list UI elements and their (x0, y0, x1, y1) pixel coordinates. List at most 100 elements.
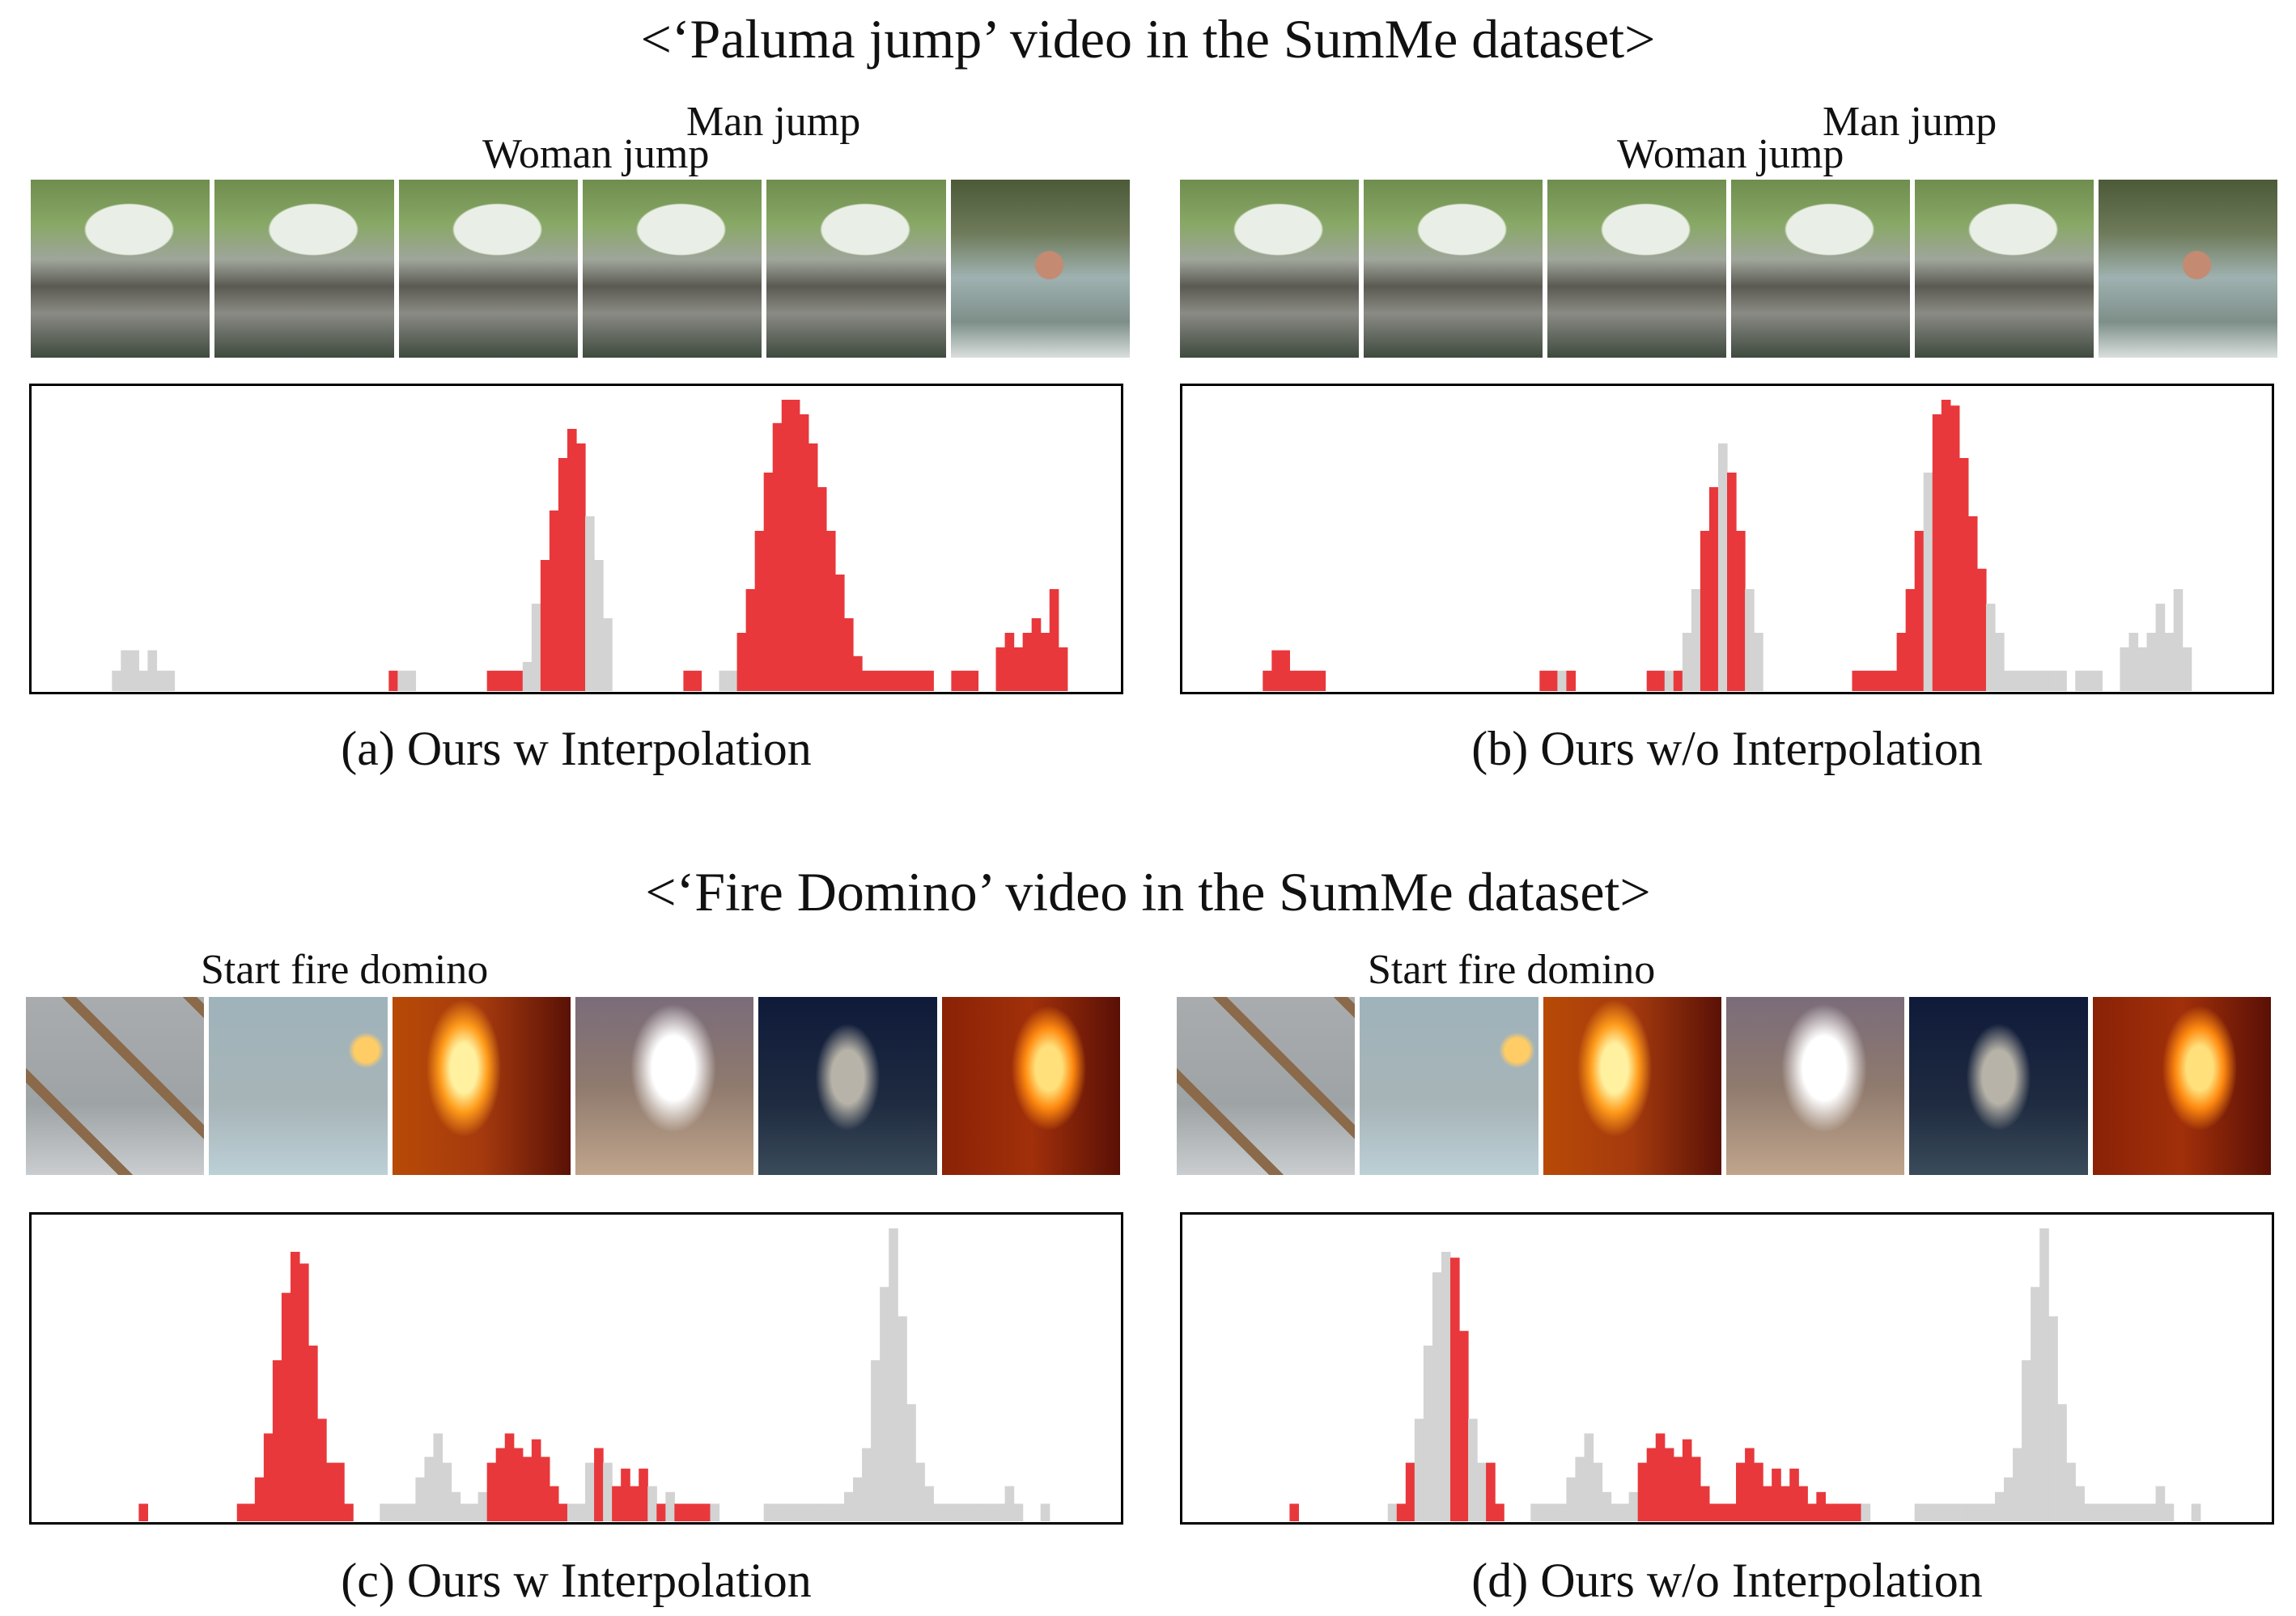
selected-bar (1495, 1504, 1504, 1521)
selected-bar (674, 1504, 684, 1521)
selected-bar (843, 618, 854, 691)
unselected-bar (1441, 1251, 1451, 1521)
selected-bar (1700, 1486, 1710, 1521)
man-jump-label-b: Man jump (1823, 99, 1997, 145)
selected-bar (754, 531, 765, 691)
unselected-bar (2120, 647, 2130, 691)
selected-bar (1673, 670, 1683, 691)
unselected-bar (1530, 1504, 1540, 1521)
unselected-bar (1468, 1419, 1478, 1521)
unselected-bar (825, 1504, 836, 1521)
selected-bar (1289, 670, 1300, 691)
selected-bar (683, 1504, 694, 1521)
unselected-bar (1994, 1491, 2005, 1521)
selected-bar (951, 670, 961, 691)
selected-bar (924, 670, 934, 691)
selected-bar (1896, 633, 1907, 691)
caption-a: (a) Ours w Interpolation (341, 722, 812, 775)
unselected-bar (978, 1504, 988, 1521)
unselected-bar (880, 1287, 889, 1521)
selected-bar (388, 670, 398, 691)
unselected-bar (1557, 1504, 1568, 1521)
unselected-bar (2031, 670, 2040, 691)
selected-bar (692, 670, 702, 691)
selected-bar (1031, 618, 1042, 691)
unselected-bar (1619, 1504, 1630, 1521)
selected-bar (1887, 670, 1898, 691)
unselected-bar (898, 1316, 907, 1521)
unselected-bar (2137, 647, 2148, 691)
selected-bar (495, 1448, 506, 1521)
domino-frames-c (26, 997, 1120, 1175)
bridge-waterfall-frame (1364, 180, 1543, 358)
selected-bar (1040, 633, 1050, 691)
unselected-bar (567, 1504, 577, 1521)
unselected-bar (781, 1504, 792, 1521)
unselected-bar (995, 1504, 1006, 1521)
unselected-bar (1584, 1433, 1594, 1521)
selected-bar (594, 1448, 604, 1521)
caption-c: (c) Ours w Interpolation (341, 1554, 812, 1607)
flames-collapse (2092, 997, 2271, 1175)
selected-bar (1869, 670, 1880, 691)
unselected-bar (2155, 604, 2166, 691)
unselected-bar (1423, 1345, 1433, 1521)
unselected-bar (2031, 1287, 2040, 1521)
unselected-bar (397, 670, 407, 691)
selected-bar (736, 633, 747, 691)
selected-bar (1727, 473, 1737, 691)
selected-bar (1049, 589, 1059, 691)
unselected-bar (603, 618, 613, 691)
selected-bar (1736, 1462, 1746, 1521)
selected-bar (825, 531, 836, 691)
unselected-bar (719, 670, 729, 691)
selected-bar (290, 1251, 300, 1521)
selected-bar (808, 443, 818, 691)
unselected-bar (406, 670, 417, 691)
selected-bar (853, 655, 863, 691)
woman-jump-label: Woman jump (482, 131, 710, 177)
unselected-bar (112, 670, 121, 691)
selected-bar (236, 1504, 247, 1521)
unselected-bar (442, 1462, 452, 1521)
selected-bar (1825, 1504, 1835, 1521)
selected-bar (1816, 1491, 1826, 1521)
selected-bar (1405, 1462, 1415, 1521)
score-plot-a (29, 384, 1123, 694)
bridge-waterfall-frame (214, 180, 394, 358)
unselected-bar (1628, 1491, 1639, 1521)
unselected-bar (451, 1491, 461, 1521)
unselected-bar (1040, 1504, 1050, 1521)
selected-bar (960, 670, 970, 691)
flames-orange (392, 997, 571, 1175)
score-plot-c (29, 1212, 1123, 1525)
bridge-waterfall-frame (31, 180, 210, 358)
man-jump-label: Man jump (686, 99, 861, 145)
selected-bar (272, 1359, 282, 1521)
unselected-bar (799, 1504, 809, 1521)
unselected-bar (1923, 473, 1933, 691)
selected-bar (1637, 1462, 1648, 1521)
selected-bar (1763, 1486, 1772, 1521)
selected-bar (1566, 670, 1577, 691)
selected-bar (344, 1504, 354, 1521)
unselected-bar (424, 1457, 435, 1521)
matchstick-tower-lit (1360, 997, 1538, 1175)
unselected-bar (647, 1486, 657, 1521)
selected-bar (1396, 1504, 1407, 1521)
burnt-tower-dark (758, 997, 937, 1175)
unselected-bar (933, 1504, 943, 1521)
selected-bar (862, 670, 872, 691)
plot-frame (29, 1212, 1123, 1525)
selected-bar (335, 1462, 345, 1521)
selected-bar (1307, 670, 1318, 691)
unselected-bar (1932, 1504, 1942, 1521)
unselected-bar (2057, 1404, 2067, 1521)
selected-bar (1004, 633, 1015, 691)
selected-bar (1780, 1486, 1790, 1521)
selected-bar (1754, 1462, 1763, 1521)
unselected-bar (2013, 1448, 2022, 1521)
unselected-bar (1682, 633, 1692, 691)
unselected-bar (156, 670, 167, 691)
selected-bar (254, 1477, 265, 1521)
